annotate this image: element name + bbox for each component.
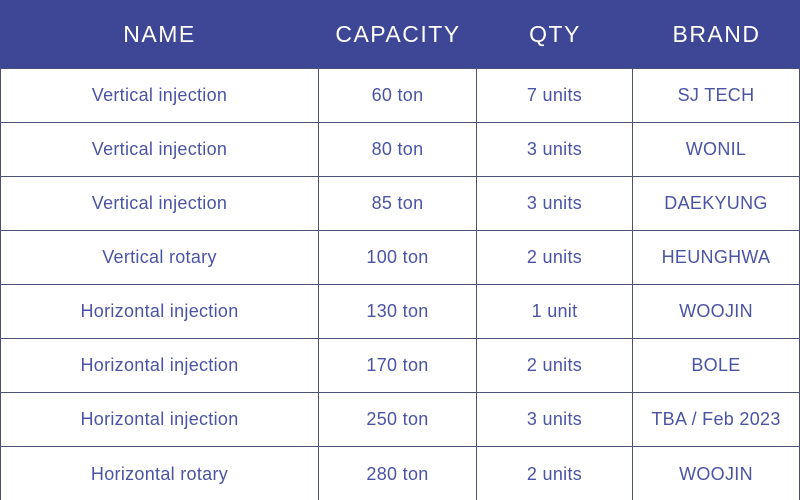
header-capacity: CAPACITY: [335, 20, 461, 47]
table-row: Vertical injection 85 ton 3 units DAEKYUNG: [0, 177, 800, 231]
cell-name: Vertical injection: [0, 177, 319, 230]
table-header: NAME CAPACITY QTY BRAND: [0, 0, 800, 68]
cell-qty: 1 unit: [477, 285, 633, 338]
cell-qty: 2 units: [477, 231, 633, 284]
cell-qty: 2 units: [477, 447, 633, 500]
cell-capacity: 85 ton: [319, 177, 477, 230]
table-row: Vertical injection 60 ton 7 units SJ TECH: [0, 69, 800, 123]
cell-brand: DAEKYUNG: [633, 177, 800, 230]
cell-brand: WOOJIN: [633, 447, 800, 500]
table-row: Vertical injection 80 ton 3 units WONIL: [0, 123, 800, 177]
cell-name: Horizontal injection: [0, 285, 319, 338]
cell-name: Vertical injection: [0, 123, 319, 176]
cell-brand: WOOJIN: [633, 285, 800, 338]
cell-qty: 3 units: [477, 393, 633, 446]
cell-capacity: 80 ton: [319, 123, 477, 176]
cell-brand: BOLE: [633, 339, 800, 392]
cell-brand: HEUNGHWA: [633, 231, 800, 284]
table-row: Horizontal injection 130 ton 1 unit WOOJIN: [0, 285, 800, 339]
cell-capacity: 100 ton: [319, 231, 477, 284]
header-brand: BRAND: [672, 20, 761, 47]
cell-qty: 3 units: [477, 177, 633, 230]
cell-name: Horizontal injection: [0, 393, 319, 446]
cell-capacity: 60 ton: [319, 69, 477, 122]
table-body: Vertical injection 60 ton 7 units SJ TECH Ve…: [0, 68, 800, 500]
table-row: Vertical rotary 100 ton 2 units HEUNGHWA: [0, 231, 800, 285]
table-row: Horizontal injection 250 ton 3 units TBA / …: [0, 393, 800, 447]
cell-capacity: 130 ton: [319, 285, 477, 338]
table-row: Horizontal injection 170 ton 2 units BOLE: [0, 339, 800, 393]
cell-qty: 3 units: [477, 123, 633, 176]
cell-qty: 2 units: [477, 339, 633, 392]
cell-name: Vertical injection: [0, 69, 319, 122]
header-name: NAME: [123, 20, 196, 47]
table-row: Horizontal rotary 280 ton 2 units WOOJIN: [0, 447, 800, 500]
cell-brand: TBA / Feb 2023: [633, 393, 800, 446]
cell-capacity: 280 ton: [319, 447, 477, 500]
cell-qty: 7 units: [477, 69, 633, 122]
cell-name: Vertical rotary: [0, 231, 319, 284]
cell-name: Horizontal rotary: [0, 447, 319, 500]
cell-name: Horizontal injection: [0, 339, 319, 392]
cell-brand: WONIL: [633, 123, 800, 176]
cell-brand: SJ TECH: [633, 69, 800, 122]
cell-capacity: 170 ton: [319, 339, 477, 392]
cell-capacity: 250 ton: [319, 393, 477, 446]
header-qty: QTY: [529, 20, 581, 47]
